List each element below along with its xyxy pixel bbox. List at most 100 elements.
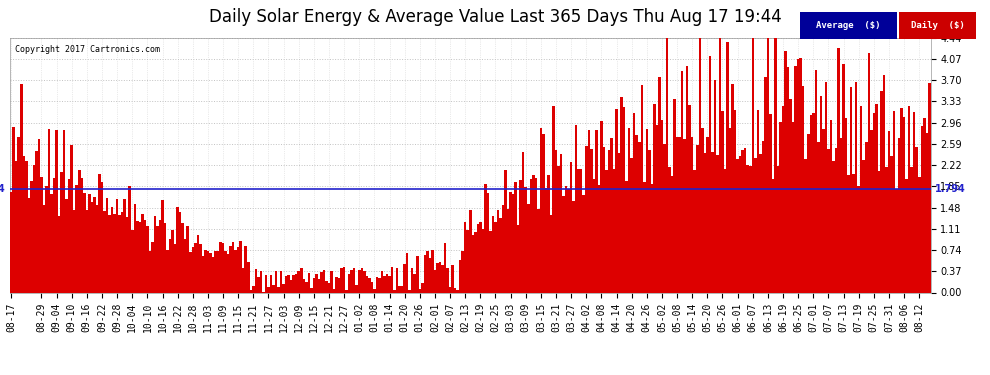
Bar	[119, 215, 121, 292]
Bar	[310, 288, 313, 292]
Bar	[383, 276, 386, 292]
Bar	[742, 150, 743, 292]
Bar	[414, 274, 416, 292]
Bar	[75, 185, 78, 292]
Bar	[522, 152, 525, 292]
Bar	[673, 99, 676, 292]
Bar	[197, 235, 199, 292]
Bar	[645, 129, 648, 292]
Bar	[275, 272, 277, 292]
Bar	[252, 286, 254, 292]
Bar	[179, 212, 181, 292]
Bar	[83, 192, 85, 292]
Bar	[444, 243, 446, 292]
Bar	[424, 255, 426, 292]
Bar	[693, 170, 696, 292]
Bar	[559, 153, 562, 292]
Bar	[474, 232, 476, 292]
Bar	[557, 166, 559, 292]
Bar	[476, 224, 479, 292]
Bar	[174, 243, 176, 292]
Bar	[729, 128, 732, 292]
Bar	[227, 254, 230, 292]
Bar	[641, 85, 644, 292]
Bar	[734, 110, 737, 292]
Bar	[828, 148, 830, 292]
Bar	[928, 83, 931, 292]
Bar	[481, 229, 484, 292]
Bar	[769, 114, 771, 292]
Bar	[492, 216, 494, 292]
Bar	[249, 290, 252, 292]
Bar	[156, 226, 158, 292]
Bar	[63, 130, 65, 292]
Bar	[108, 215, 111, 292]
Bar	[18, 137, 20, 292]
Bar	[835, 148, 838, 292]
Bar	[343, 267, 346, 292]
Bar	[860, 106, 862, 292]
Bar	[186, 226, 189, 292]
Bar	[434, 270, 437, 292]
Bar	[608, 150, 610, 292]
Bar	[91, 202, 93, 292]
Bar	[245, 246, 248, 292]
Bar	[341, 268, 343, 292]
Bar	[43, 204, 46, 292]
Bar	[181, 223, 184, 292]
Bar	[787, 68, 789, 292]
Bar	[217, 251, 219, 292]
Bar	[527, 204, 530, 292]
Bar	[628, 128, 631, 292]
Bar	[855, 82, 857, 292]
Bar	[621, 97, 623, 292]
Bar	[872, 113, 875, 292]
Bar	[530, 179, 532, 292]
Bar	[101, 182, 103, 292]
Bar	[890, 156, 893, 292]
Bar	[419, 289, 421, 292]
Bar	[838, 48, 840, 292]
Bar	[587, 130, 590, 292]
Bar	[743, 148, 746, 292]
Bar	[653, 104, 655, 292]
Bar	[911, 167, 913, 292]
Bar	[699, 34, 701, 292]
Bar	[706, 138, 709, 292]
Bar	[416, 255, 419, 292]
Bar	[633, 113, 636, 292]
Bar	[852, 174, 855, 292]
Bar	[840, 138, 842, 292]
Bar	[842, 63, 844, 292]
Bar	[709, 56, 711, 292]
Bar	[373, 289, 375, 292]
Bar	[515, 182, 517, 292]
Bar	[867, 53, 870, 292]
Bar	[900, 108, 903, 292]
Bar	[688, 105, 691, 292]
Bar	[479, 222, 481, 292]
Bar	[240, 241, 242, 292]
Bar	[10, 192, 13, 292]
Bar	[469, 210, 471, 292]
Bar	[396, 268, 398, 292]
Bar	[668, 166, 671, 292]
Bar	[451, 265, 453, 292]
Bar	[331, 271, 333, 292]
Bar	[388, 276, 391, 292]
Bar	[129, 186, 131, 292]
Bar	[96, 205, 98, 292]
Bar	[126, 217, 129, 292]
Bar	[15, 161, 18, 292]
Bar	[355, 285, 358, 292]
Bar	[448, 287, 451, 292]
Bar	[570, 162, 572, 292]
Bar	[461, 251, 464, 292]
Bar	[131, 230, 134, 292]
Bar	[800, 58, 802, 292]
Bar	[538, 210, 540, 292]
Bar	[749, 166, 751, 292]
Bar	[20, 84, 23, 292]
Bar	[350, 270, 353, 292]
Bar	[825, 82, 828, 292]
